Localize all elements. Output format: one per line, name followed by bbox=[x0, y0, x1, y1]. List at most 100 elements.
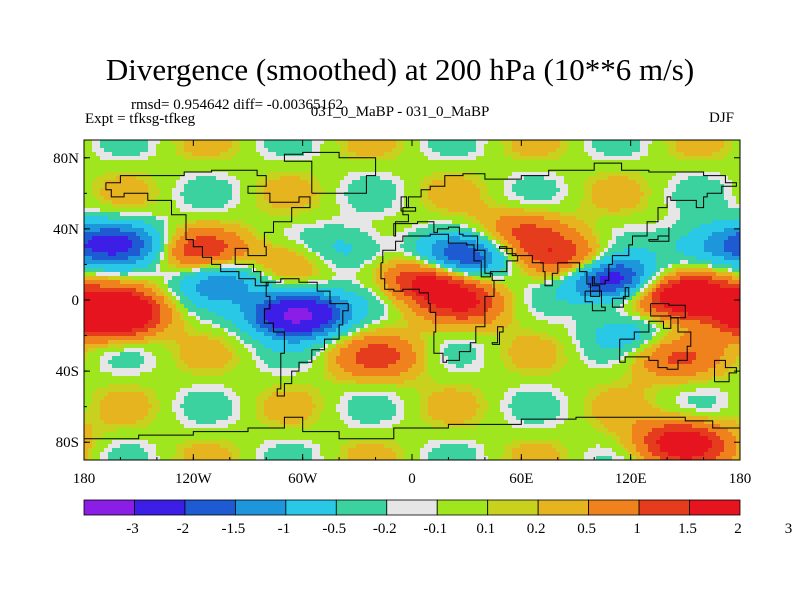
field-cell bbox=[216, 252, 221, 257]
field-cell bbox=[192, 352, 197, 357]
field-cell bbox=[160, 176, 165, 181]
field-cell bbox=[312, 180, 317, 185]
field-cell bbox=[268, 216, 273, 221]
field-cell bbox=[292, 292, 297, 297]
field-cell bbox=[176, 364, 181, 369]
field-cell bbox=[216, 196, 221, 201]
field-cell bbox=[148, 400, 153, 405]
field-cell bbox=[324, 228, 329, 233]
field-cell bbox=[216, 164, 221, 169]
field-cell bbox=[312, 176, 317, 181]
field-cell bbox=[104, 252, 109, 257]
field-cell bbox=[136, 404, 141, 409]
field-cell bbox=[320, 424, 325, 429]
field-cell bbox=[188, 292, 193, 297]
field-cell bbox=[128, 228, 133, 233]
field-cell bbox=[180, 384, 185, 389]
field-cell bbox=[132, 324, 137, 329]
field-cell bbox=[92, 316, 97, 321]
field-cell bbox=[240, 248, 245, 253]
field-cell bbox=[100, 428, 105, 433]
field-cell bbox=[324, 208, 329, 213]
field-cell bbox=[328, 152, 333, 157]
field-cell bbox=[128, 328, 133, 333]
field-cell bbox=[216, 248, 221, 253]
field-cell bbox=[256, 232, 261, 237]
field-cell bbox=[224, 224, 229, 229]
field-cell bbox=[156, 236, 161, 241]
field-cell bbox=[136, 388, 141, 393]
field-cell bbox=[244, 240, 249, 245]
field-cell bbox=[104, 392, 109, 397]
field-cell bbox=[164, 144, 169, 149]
field-cell bbox=[160, 184, 165, 189]
field-cell bbox=[192, 448, 197, 453]
field-cell bbox=[264, 368, 269, 373]
field-cell bbox=[276, 424, 281, 429]
field-cell bbox=[324, 364, 329, 369]
field-cell bbox=[232, 312, 237, 317]
field-cell bbox=[124, 408, 129, 413]
field-cell bbox=[128, 424, 133, 429]
field-cell bbox=[252, 420, 257, 425]
field-cell bbox=[316, 216, 321, 221]
field-cell bbox=[244, 232, 249, 237]
field-cell bbox=[136, 256, 141, 261]
field-cell bbox=[224, 232, 229, 237]
field-cell bbox=[208, 400, 213, 405]
field-cell bbox=[264, 328, 269, 333]
field-cell bbox=[320, 224, 325, 229]
field-cell bbox=[196, 280, 201, 285]
field-cell bbox=[140, 328, 145, 333]
field-cell bbox=[256, 388, 261, 393]
field-cell bbox=[260, 308, 265, 313]
field-cell bbox=[272, 304, 277, 309]
field-cell bbox=[104, 384, 109, 389]
field-cell bbox=[228, 264, 233, 269]
field-cell bbox=[220, 364, 225, 369]
field-cell bbox=[112, 312, 117, 317]
field-cell bbox=[112, 392, 117, 397]
field-cell bbox=[204, 300, 209, 305]
field-cell bbox=[104, 304, 109, 309]
field-cell bbox=[156, 384, 161, 389]
field-cell bbox=[316, 300, 321, 305]
field-cell bbox=[236, 408, 241, 413]
field-cell bbox=[288, 352, 293, 357]
field-cell bbox=[192, 400, 197, 405]
field-cell bbox=[120, 412, 125, 417]
field-cell bbox=[224, 368, 229, 373]
field-cell bbox=[312, 156, 317, 161]
field-cell bbox=[164, 220, 169, 225]
field-cell bbox=[112, 152, 117, 157]
field-cell bbox=[128, 352, 133, 357]
field-cell bbox=[264, 164, 269, 169]
field-cell bbox=[304, 388, 309, 393]
field-cell bbox=[252, 260, 257, 265]
field-cell bbox=[196, 244, 201, 249]
field-cell bbox=[152, 188, 157, 193]
field-cell bbox=[232, 232, 237, 237]
field-cell bbox=[264, 312, 269, 317]
field-cell bbox=[304, 272, 309, 277]
field-cell bbox=[284, 344, 289, 349]
field-cell bbox=[136, 220, 141, 225]
field-cell bbox=[236, 148, 241, 153]
field-cell bbox=[208, 140, 213, 145]
field-cell bbox=[160, 216, 165, 221]
field-cell bbox=[116, 288, 121, 293]
field-cell bbox=[328, 436, 333, 441]
field-cell bbox=[300, 412, 305, 417]
field-cell bbox=[276, 236, 281, 241]
field-cell bbox=[152, 440, 157, 445]
field-cell bbox=[176, 428, 181, 433]
field-cell bbox=[220, 380, 225, 385]
field-cell bbox=[168, 296, 173, 301]
field-cell bbox=[200, 180, 205, 185]
field-cell bbox=[328, 452, 333, 457]
field-cell bbox=[84, 344, 89, 349]
field-cell bbox=[244, 304, 249, 309]
field-cell bbox=[188, 408, 193, 413]
field-cell bbox=[180, 192, 185, 197]
field-cell bbox=[112, 240, 117, 245]
